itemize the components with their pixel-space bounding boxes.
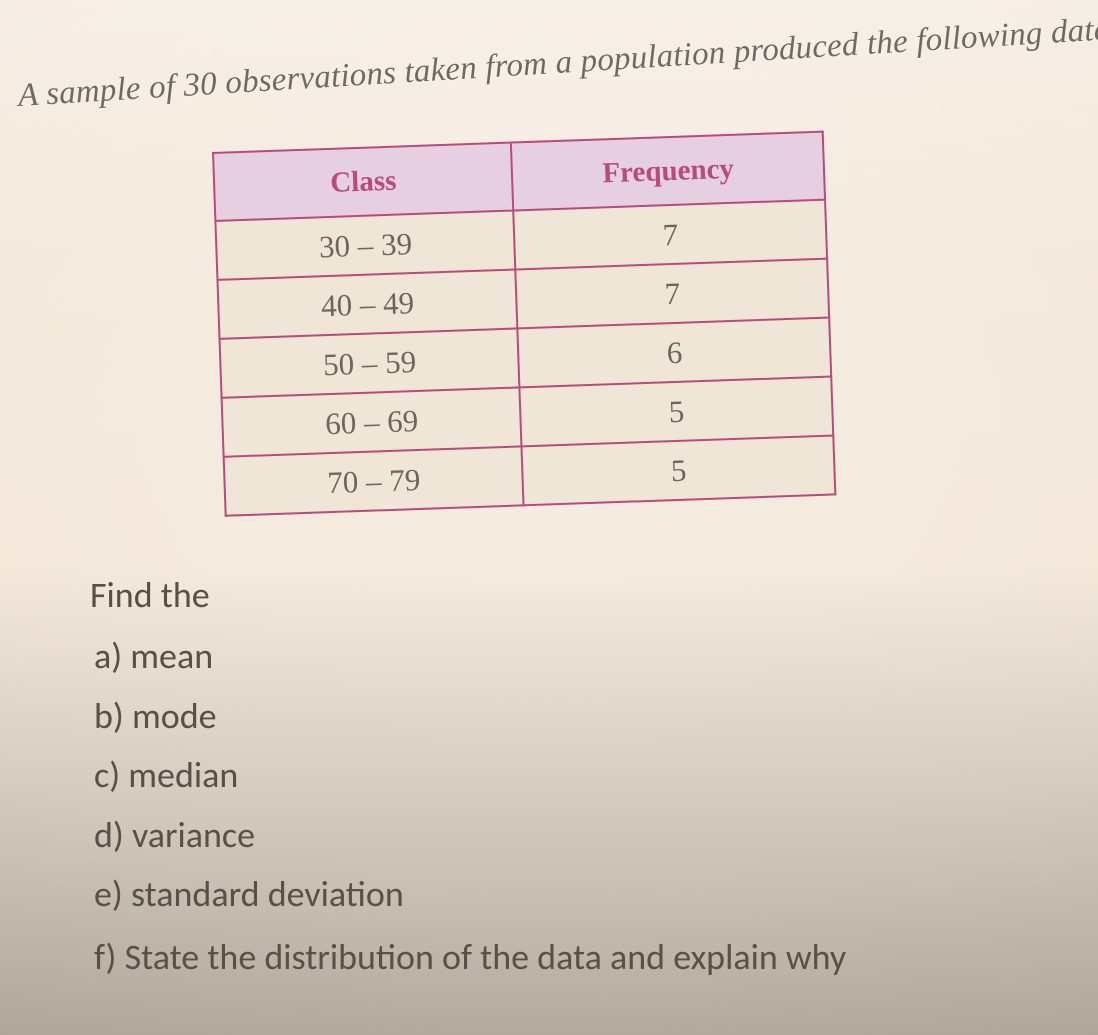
- class-cell: 50 – 59: [220, 328, 520, 397]
- freq-cell: 6: [518, 318, 832, 388]
- class-cell: 70 – 79: [224, 446, 524, 515]
- freq-cell: 5: [520, 377, 834, 447]
- frequency-table-wrap: Class Frequency 30 – 39 7 40 – 49 7 50 –…: [212, 131, 836, 517]
- class-cell: 40 – 49: [217, 269, 517, 338]
- intro-text: A sample of 30 observations taken from a…: [17, 12, 1097, 115]
- question-item: d) variance: [94, 806, 846, 865]
- questions-block: Find the a) mean b) mode c) median d) va…: [90, 566, 846, 988]
- question-item: a) mean: [94, 627, 846, 686]
- frequency-table: Class Frequency 30 – 39 7 40 – 49 7 50 –…: [212, 131, 836, 517]
- question-item: c) median: [94, 746, 846, 805]
- col-header-class: Class: [213, 143, 514, 221]
- questions-lead: Find the: [90, 566, 846, 625]
- freq-cell: 5: [522, 435, 836, 505]
- class-cell: 30 – 39: [215, 211, 515, 280]
- question-item: e) standard deviation: [94, 865, 846, 924]
- class-cell: 60 – 69: [222, 387, 522, 456]
- question-item: b) mode: [94, 687, 846, 746]
- freq-cell: 7: [514, 200, 828, 270]
- page-root: A sample of 30 observations taken from a…: [0, 0, 1098, 1035]
- question-item: f) State the distribution of the data an…: [94, 928, 846, 987]
- col-header-frequency: Frequency: [511, 132, 825, 211]
- freq-cell: 7: [516, 259, 830, 329]
